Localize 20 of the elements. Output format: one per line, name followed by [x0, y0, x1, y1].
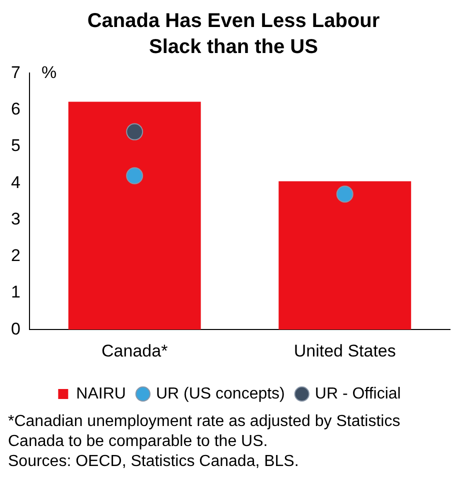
y-tick-label: 4	[10, 172, 20, 192]
y-tick-label: 6	[10, 100, 20, 119]
y-axis-title: %	[41, 62, 57, 82]
point	[126, 123, 144, 140]
text: *Canadian unemployment rate as adjusted by Statistics Canada to be comparable to the US.	[8, 412, 402, 452]
y-tick-label: 7	[10, 62, 20, 82]
point	[336, 186, 354, 203]
chart-title: Canada Has Even Less Labour Slack than the US	[86, 9, 381, 60]
x-tick-label: United States	[294, 341, 396, 360]
legend-label: UR (US concepts)	[156, 385, 285, 402]
source-note: Sources: OECD, Statistics Canada, BLS.	[8, 452, 300, 472]
y-tick-label: 0	[10, 319, 20, 338]
y-tick-label: 1	[10, 282, 20, 302]
point	[126, 167, 144, 184]
legend-label: NAIRU	[76, 385, 126, 402]
y-tick-label: 3	[10, 209, 20, 228]
legend-label: UR - Official	[314, 385, 401, 402]
y-tick-label: 2	[10, 246, 20, 266]
x-tick-label: Canada*	[102, 341, 168, 360]
y-tick-label: 5	[10, 136, 20, 156]
